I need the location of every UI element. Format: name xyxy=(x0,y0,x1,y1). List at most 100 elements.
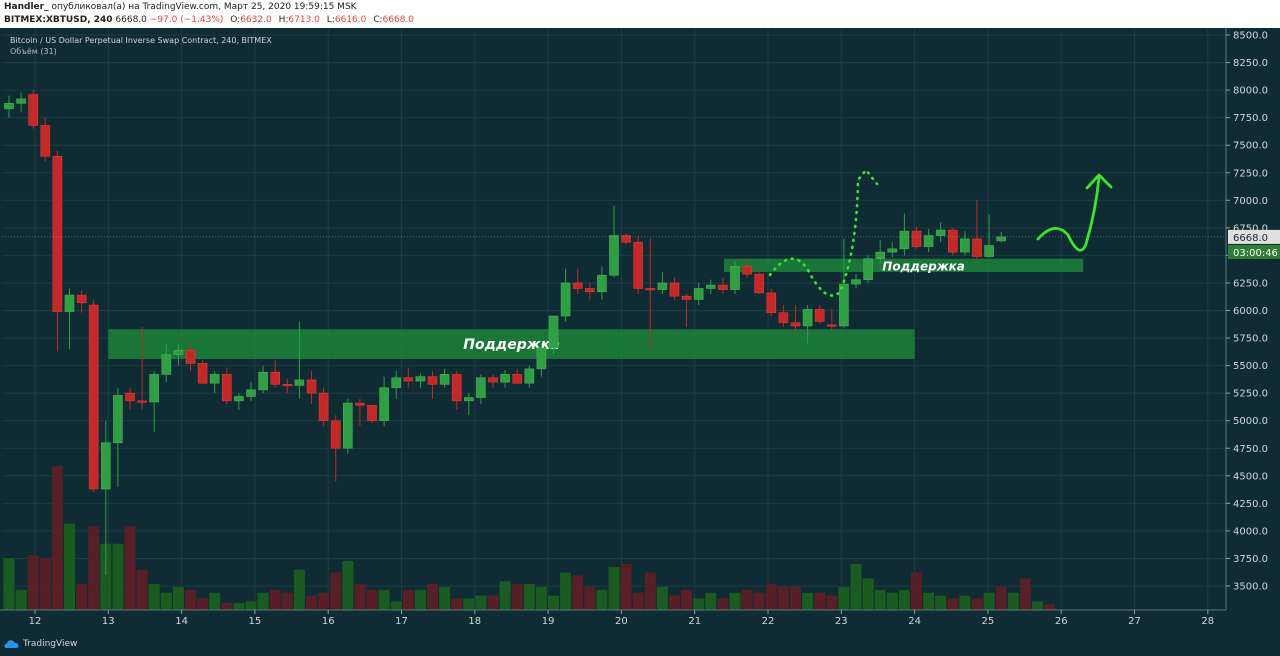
candle-body-up xyxy=(258,371,268,391)
volume-bar xyxy=(51,466,63,610)
candle-body-up xyxy=(730,266,740,290)
volume-bar xyxy=(886,592,898,610)
support-zone xyxy=(724,258,1084,272)
volume-bar xyxy=(124,526,136,610)
chart-grid xyxy=(0,28,1280,630)
low-value: 6616.0 xyxy=(334,15,367,25)
volume-bar xyxy=(947,598,959,610)
author-name[interactable]: Handler_ xyxy=(4,2,49,12)
open-label: O: xyxy=(230,15,241,25)
volume-bar xyxy=(572,575,584,610)
published-info: Handler_ опубликовал(а) на TradingView.c… xyxy=(4,2,357,12)
chart-background xyxy=(0,28,1280,630)
candle-body-down xyxy=(306,379,317,394)
candlesticks xyxy=(4,90,1007,575)
candle-body-up xyxy=(536,347,547,370)
candle-body-down xyxy=(367,404,377,422)
price-tick-label: 4250.0 xyxy=(1233,499,1268,510)
price-tick-label: 7000.0 xyxy=(1233,196,1268,207)
candle-body-up xyxy=(705,284,716,289)
published-text: опубликовал(а) на TradingView.com, Март … xyxy=(51,2,357,12)
candle-body-down xyxy=(488,377,498,383)
volume-bar xyxy=(729,592,741,610)
candle-body-up xyxy=(101,442,111,490)
price-tick-label: 4500.0 xyxy=(1233,471,1268,482)
high-label: H: xyxy=(278,15,289,25)
price-chart[interactable]: Поддержка Поддержка 3500.0 3750.0 4000.0 425… xyxy=(0,28,1280,630)
time-tick-label: 12 xyxy=(29,616,42,627)
volume-bar xyxy=(354,584,366,610)
time-tick-label: 13 xyxy=(102,616,115,627)
price-tick-label: 5250.0 xyxy=(1233,389,1268,400)
candle-body-up xyxy=(439,374,450,385)
candle-body-down xyxy=(330,420,341,449)
volume-bar xyxy=(172,586,184,610)
volume-bar xyxy=(451,598,463,610)
volume-bar xyxy=(136,569,148,610)
price-axis[interactable]: 3500.0 3750.0 4000.0 4250.0 4500.0 4750.0 5000… xyxy=(1225,28,1280,610)
volume-bar xyxy=(898,589,910,610)
symbol-name[interactable]: BITMEX:XBTUSD, 240 xyxy=(4,15,113,25)
candle-body-down xyxy=(911,230,922,247)
volume-bar xyxy=(439,586,451,610)
candle-body-up xyxy=(173,349,184,355)
volume-bar xyxy=(342,561,354,610)
candle-body-up xyxy=(524,368,535,384)
candle-body-down xyxy=(451,374,462,402)
high-value: 6713.0 xyxy=(288,15,320,25)
candle-body-up xyxy=(996,236,1007,242)
volume-bar xyxy=(475,595,487,610)
candle-body-down xyxy=(88,304,99,490)
volume-bar xyxy=(1007,592,1019,610)
price-tick-label: 7750.0 xyxy=(1233,113,1268,124)
time-tick-label: 19 xyxy=(542,616,555,627)
candle-body-up xyxy=(863,258,873,280)
volume-bar xyxy=(221,602,233,610)
time-tick-label: 14 xyxy=(175,616,188,627)
chart-title: Bitcoin / US Dollar Perpetual Inverse Sw… xyxy=(10,36,272,45)
candle-body-up xyxy=(960,238,970,253)
candle-body-up xyxy=(693,288,704,300)
support-zones: Поддержка Поддержка xyxy=(108,258,1084,359)
volume-bar xyxy=(535,586,547,610)
last-price: 6668.0 xyxy=(115,15,147,25)
candle-body-down xyxy=(318,392,329,421)
time-tick-label: 24 xyxy=(908,616,921,627)
volume-bar xyxy=(269,589,281,610)
volume-bar xyxy=(826,595,838,610)
volume-bar xyxy=(995,586,1007,610)
volume-bar xyxy=(499,581,511,610)
candle-body-down xyxy=(125,392,135,402)
volume-bar xyxy=(911,572,922,610)
volume-bar xyxy=(620,563,632,610)
candle-body-down xyxy=(681,295,692,300)
candle-body-down xyxy=(28,94,39,126)
volume-bar xyxy=(427,584,438,610)
volume-bar xyxy=(293,569,305,610)
price-tick-label: 5500.0 xyxy=(1233,361,1268,372)
volume-bar xyxy=(983,592,995,610)
candle-body-up xyxy=(476,377,486,398)
candle-body-up xyxy=(294,379,305,386)
price-tick-label: 7500.0 xyxy=(1233,141,1268,152)
candle-body-down xyxy=(826,324,837,327)
candle-body-up xyxy=(597,274,607,293)
tradingview-logo[interactable]: TradingView xyxy=(4,639,77,649)
candle-body-down xyxy=(355,402,365,406)
open-value: 6632.0 xyxy=(240,15,272,25)
time-axis[interactable]: 12 13 14 15 16 17 18 19 20 21 22 23 24 25 26 27 28 xyxy=(0,609,1280,630)
volume-bar xyxy=(874,589,886,610)
candle-body-down xyxy=(947,229,958,253)
candle-body-up xyxy=(560,282,571,317)
candle-body-down xyxy=(633,241,644,289)
candle-body-up xyxy=(64,294,75,312)
candle-body-up xyxy=(851,279,861,285)
projection-arrow-path xyxy=(1036,175,1101,252)
volume-bar xyxy=(838,586,850,610)
volume-bar xyxy=(3,558,15,610)
time-tick-label: 17 xyxy=(395,616,408,627)
price-tick-label: 6250.0 xyxy=(1233,278,1268,289)
volume-indicator-label[interactable]: Объём (31) xyxy=(10,47,57,56)
price-axis-background xyxy=(1226,28,1280,610)
support-zone xyxy=(108,329,915,359)
